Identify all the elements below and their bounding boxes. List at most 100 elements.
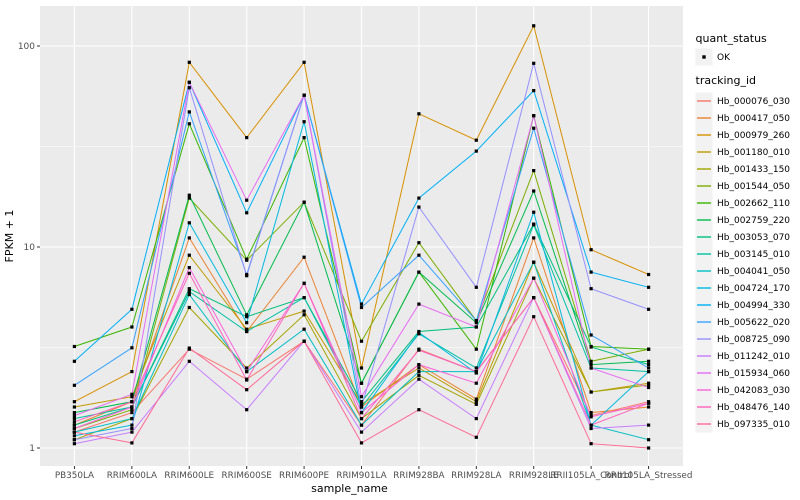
data-point xyxy=(589,442,593,446)
data-point xyxy=(302,120,306,124)
data-point xyxy=(532,126,536,130)
data-point xyxy=(245,327,249,331)
data-point xyxy=(474,370,478,374)
data-point xyxy=(187,346,191,350)
x-tick-label: RRII105LA_Control xyxy=(550,471,632,481)
data-point xyxy=(359,381,364,385)
data-point xyxy=(474,435,478,439)
legend-item-label: Hb_015934_060 xyxy=(717,369,790,379)
data-point xyxy=(532,210,536,214)
data-point xyxy=(302,313,306,317)
data-point xyxy=(130,307,134,311)
y-tick-label: 10 xyxy=(24,243,36,253)
data-point xyxy=(474,149,478,153)
legend-item-label: Hb_002759_220 xyxy=(717,216,790,226)
data-point xyxy=(647,381,651,385)
data-point xyxy=(647,347,651,351)
data-point xyxy=(302,255,306,259)
data-point xyxy=(532,24,536,28)
legend-item-label: Hb_000979_260 xyxy=(717,131,790,141)
y-tick-label: 100 xyxy=(18,42,35,52)
data-point xyxy=(647,385,651,390)
data-point xyxy=(474,417,478,421)
data-point xyxy=(130,408,134,412)
data-point xyxy=(359,411,364,415)
legend-item-label: Hb_004724_170 xyxy=(717,284,790,294)
legend-label-ok: OK xyxy=(717,53,731,63)
data-point xyxy=(245,370,249,374)
data-point xyxy=(589,287,593,291)
data-point xyxy=(589,345,593,349)
x-tick-label: RRIM928BA xyxy=(393,471,444,481)
data-point xyxy=(302,327,306,331)
data-point xyxy=(532,276,536,280)
legend-item-label: Hb_001433_150 xyxy=(717,165,790,175)
data-point xyxy=(187,236,191,240)
data-point xyxy=(187,253,191,257)
data-point xyxy=(187,86,191,90)
data-point xyxy=(130,430,134,434)
data-point xyxy=(245,378,249,382)
data-point xyxy=(359,339,364,343)
x-tick-label: RRIM928LE xyxy=(509,471,559,481)
data-point xyxy=(417,373,421,377)
data-point xyxy=(359,430,364,434)
data-point xyxy=(245,257,249,261)
legend-title-quant-status: quant_status xyxy=(696,32,768,45)
data-point xyxy=(72,383,76,387)
data-point xyxy=(245,274,249,278)
data-point xyxy=(647,363,651,367)
data-point xyxy=(302,281,306,285)
legend-item-label: Hb_000417_050 xyxy=(717,114,790,124)
data-point xyxy=(302,93,306,97)
data-point xyxy=(72,414,76,418)
data-point xyxy=(647,401,651,405)
data-point xyxy=(532,236,536,240)
data-point xyxy=(532,315,536,319)
data-point xyxy=(647,446,651,450)
x-axis-title: sample_name xyxy=(311,482,388,495)
data-point xyxy=(589,390,593,394)
legend-item-label: Hb_003145_010 xyxy=(717,250,790,260)
data-point xyxy=(474,138,478,142)
data-point xyxy=(417,112,421,116)
data-point xyxy=(647,423,651,427)
data-point xyxy=(417,370,421,374)
data-point xyxy=(589,333,593,337)
x-tick-label: RRIM928LA xyxy=(451,471,501,481)
data-point xyxy=(474,347,478,351)
data-point xyxy=(130,325,134,329)
data-point xyxy=(474,325,478,329)
legend-item-label: Hb_000076_030 xyxy=(717,97,790,107)
legend-item-label: Hb_097335_010 xyxy=(717,420,790,430)
x-tick-label: RRIM901LA xyxy=(336,471,386,481)
legend-item-label: Hb_011242_010 xyxy=(717,352,790,362)
data-point xyxy=(359,395,364,399)
data-point xyxy=(302,309,306,313)
data-point xyxy=(474,319,478,323)
data-point xyxy=(647,366,651,370)
data-point xyxy=(532,61,536,65)
data-point xyxy=(72,411,76,415)
data-point xyxy=(417,241,421,245)
data-point xyxy=(532,169,536,173)
data-point xyxy=(359,305,364,310)
data-point xyxy=(359,405,364,409)
data-point xyxy=(187,193,191,197)
legend-item-label: Hb_002662_110 xyxy=(717,199,790,209)
data-point xyxy=(647,405,651,409)
data-point xyxy=(417,408,421,412)
data-point xyxy=(359,417,364,421)
data-point xyxy=(589,363,593,367)
data-point xyxy=(532,223,536,227)
data-point xyxy=(130,411,134,415)
data-point xyxy=(474,402,478,406)
data-point xyxy=(474,321,478,325)
data-point xyxy=(187,110,191,114)
data-point xyxy=(474,400,478,404)
data-point xyxy=(589,248,593,252)
data-point xyxy=(532,189,536,193)
x-tick-label: RRII105LA_Stressed xyxy=(605,471,693,481)
data-point xyxy=(417,348,421,352)
data-point xyxy=(130,405,134,409)
